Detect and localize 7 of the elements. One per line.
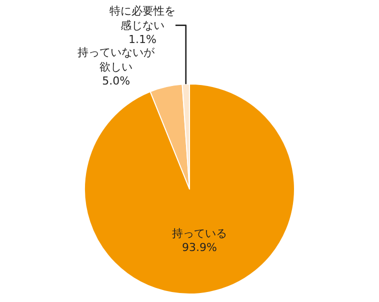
data-label: 5.0% (102, 74, 130, 88)
slice-label: 持っていないが欲しい (78, 46, 156, 74)
pie-slice (84, 84, 295, 294)
slice-label: 持っている (172, 226, 227, 240)
data-label: 93.9% (182, 241, 217, 254)
slice-label: 特に必要性を感じない (109, 4, 176, 32)
data-label: 1.1% (128, 33, 156, 46)
